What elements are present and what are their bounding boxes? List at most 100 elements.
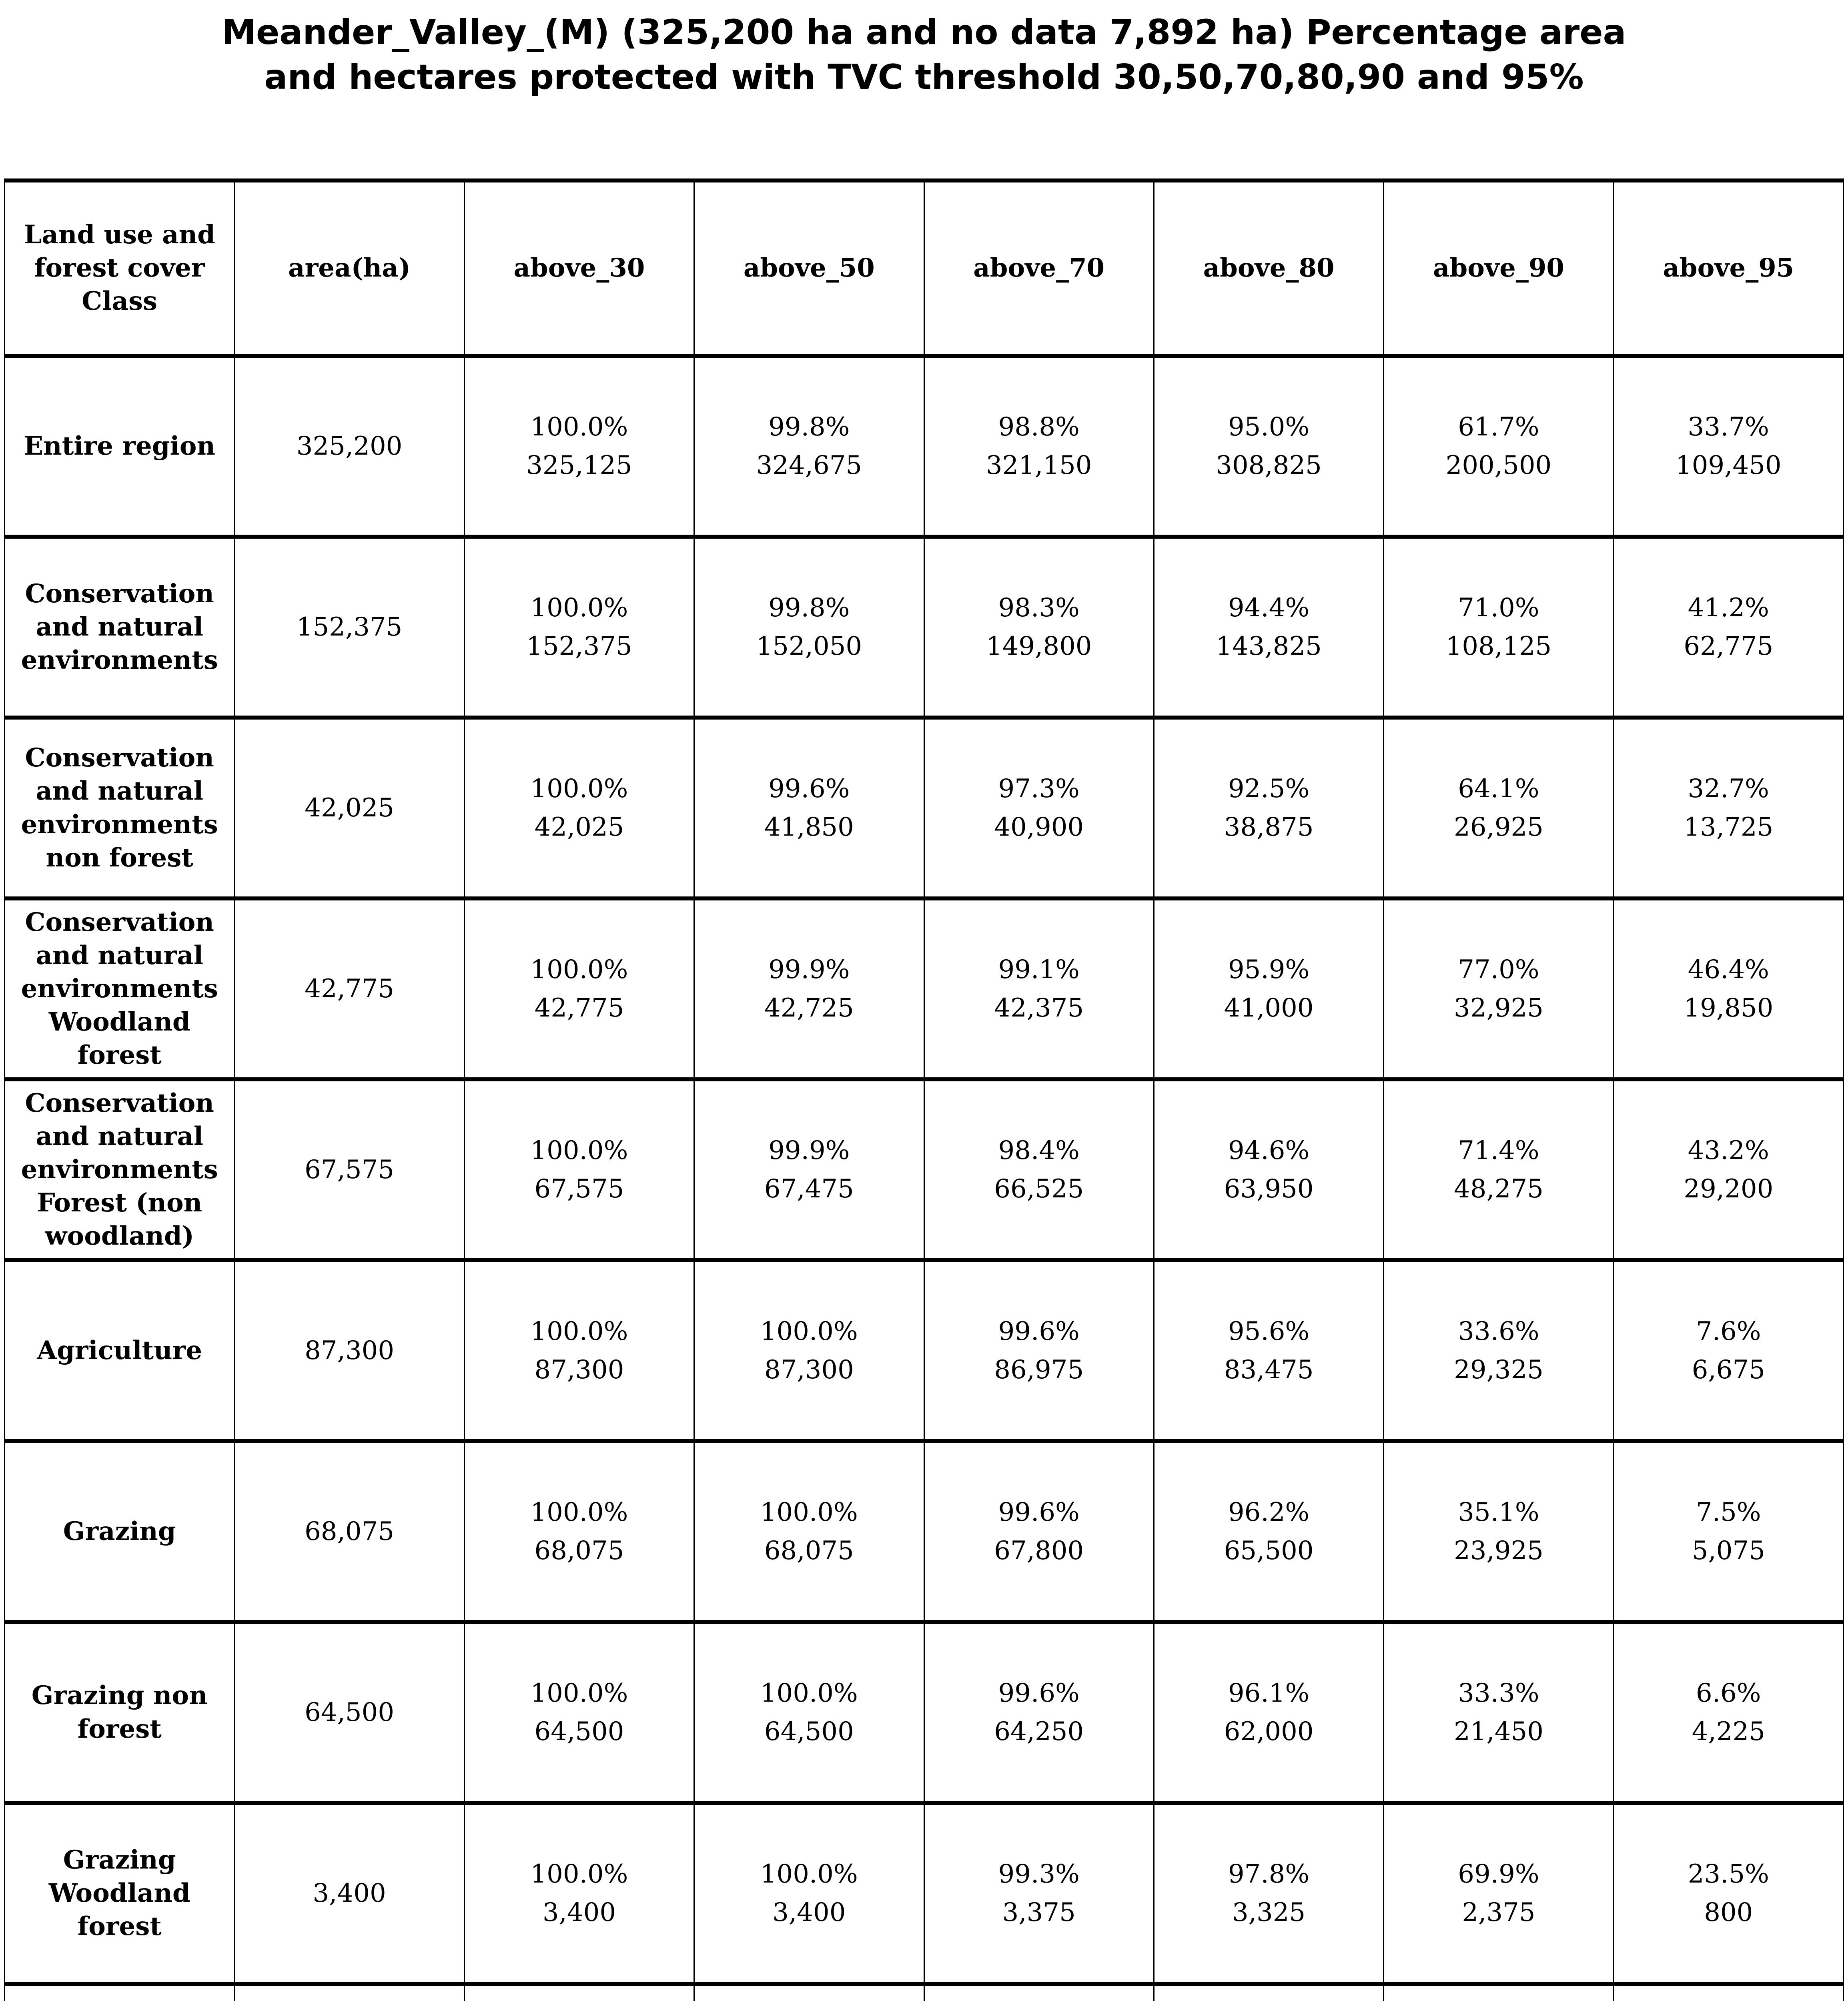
pct-line: 23.5%	[1688, 1859, 1769, 1889]
ha-line: 67,475	[764, 1174, 854, 1204]
value-cell: 23.5% 800	[1613, 1800, 1844, 1986]
value-cell: 100.0% 87,300	[694, 1258, 925, 1443]
area-cell: 42,025	[234, 715, 465, 900]
pct-line: 99.6%	[768, 774, 850, 804]
value-cell: 46.4% 19,850	[1613, 896, 1844, 1081]
value-cell: 100.0% 67,575	[463, 1077, 695, 1262]
pct-line: 94.4%	[1228, 593, 1310, 623]
row-label-cell: Entire region	[4, 353, 235, 539]
pct-line: 97.3%	[998, 774, 1080, 804]
pct-line: 33.3%	[1458, 1678, 1539, 1708]
ha-line: 2,375	[1462, 1897, 1535, 1927]
ha-line: 26,925	[1453, 812, 1543, 842]
pct-line: 99.3%	[998, 1859, 1080, 1889]
ha-line: 32,925	[1453, 993, 1543, 1023]
value-cell: 98.8% 321,150	[923, 353, 1154, 539]
area-cell: 87,300	[234, 1258, 465, 1443]
ha-line: 152,375	[526, 631, 632, 661]
ha-line: 800	[1704, 1897, 1753, 1927]
ha-line: 324,675	[756, 450, 862, 480]
ha-line: 108,125	[1445, 631, 1552, 661]
value-cell: 100.0% 64,500	[463, 1620, 695, 1805]
pct-line: 95.0%	[1228, 412, 1310, 442]
pct-line: 61.7%	[1458, 412, 1539, 442]
table-row: Conservation and natural environments 152…	[4, 534, 1844, 720]
pct-line: 99.6%	[998, 1678, 1080, 1708]
table-row: Conservation and natural environments no…	[4, 715, 1844, 900]
pct-line: 94.6%	[1228, 1135, 1310, 1165]
column-header-above-50: above_50	[694, 178, 925, 358]
ha-line: 5,075	[1692, 1536, 1765, 1566]
page-title-line2: and hectares protected with TVC threshol…	[264, 57, 1584, 97]
pct-line: 43.2%	[1688, 1135, 1769, 1165]
pct-line: 100.0%	[530, 1316, 628, 1346]
value-cell: 100.0% 325,125	[463, 353, 695, 539]
ha-line: 21,450	[1453, 1716, 1543, 1746]
ha-line: 64,500	[534, 1716, 624, 1746]
value-cell: 33.6% 29,325	[1383, 1258, 1614, 1443]
table-row: Conservation and natural environments Wo…	[4, 896, 1844, 1081]
pct-line: 33.7%	[1688, 412, 1769, 442]
ha-line: 42,025	[534, 812, 624, 842]
table-row: Entire region 325,200 100.0% 325,125 99.8% 32…	[4, 353, 1844, 539]
ha-line: 87,300	[534, 1355, 624, 1385]
ha-line: 4,225	[1692, 1716, 1765, 1746]
column-header-area-ha-: area(ha)	[234, 178, 465, 358]
pct-line: 100.0%	[530, 1859, 628, 1889]
pct-line: 100.0%	[530, 774, 628, 804]
row-label-cell: Irrigation	[4, 1981, 235, 2001]
pct-line: 98.8%	[998, 412, 1080, 442]
ha-line: 19,850	[1684, 993, 1774, 1023]
value-cell: 100.0% 64,500	[694, 1620, 925, 1805]
value-cell: 96.1% 62,000	[1153, 1620, 1385, 1805]
value-cell: 93.4%17,350	[1153, 1981, 1385, 2001]
ha-line: 48,275	[1453, 1174, 1543, 1204]
table-body: Entire region 325,200 100.0% 325,125 99.8% 32…	[4, 353, 1844, 2001]
value-cell: 99.9% 42,725	[694, 896, 925, 1081]
ha-line: 42,375	[994, 993, 1084, 1023]
value-cell: 92.5% 38,875	[1153, 715, 1385, 900]
ha-line: 67,575	[534, 1174, 624, 1204]
pct-line: 98.4%	[998, 1135, 1080, 1165]
value-cell: 100.0% 42,025	[463, 715, 695, 900]
area-cell: 3,400	[234, 1800, 465, 1986]
pct-line: 99.9%	[768, 1135, 850, 1165]
pct-line: 99.6%	[998, 1316, 1080, 1346]
ha-line: 23,925	[1453, 1536, 1543, 1566]
table-header: Land use and forest cover Class area(ha) a…	[4, 178, 1844, 358]
ha-line: 321,150	[986, 450, 1092, 480]
pct-line: 32.7%	[1688, 774, 1769, 804]
table-row: Grazing non forest 64,500 100.0% 64,500 100.…	[4, 1620, 1844, 1805]
value-cell: 100.0% 3,400	[463, 1800, 695, 1986]
pct-line: 71.4%	[1458, 1135, 1539, 1165]
ha-line: 64,250	[994, 1716, 1084, 1746]
ha-line: 68,075	[534, 1536, 624, 1566]
pct-line: 100.0%	[530, 954, 628, 984]
value-cell: 99.3% 3,375	[923, 1800, 1154, 1986]
value-cell: 33.7% 109,450	[1613, 353, 1844, 539]
pct-line: 99.1%	[998, 954, 1080, 984]
value-cell: 7.5% 5,075	[1613, 1439, 1844, 1624]
value-cell: 100.0% 3,400	[694, 1800, 925, 1986]
ha-line: 41,850	[764, 812, 854, 842]
row-label-cell: Grazing Woodland forest	[4, 1800, 235, 1986]
row-label-cell: Conservation and natural environments	[4, 534, 235, 720]
pct-line: 95.6%	[1228, 1316, 1310, 1346]
value-cell: 64.1% 26,925	[1383, 715, 1614, 900]
ha-line: 3,325	[1232, 1897, 1306, 1927]
value-cell: 100.0% 42,775	[463, 896, 695, 1081]
pct-line: 100.0%	[760, 1497, 858, 1527]
value-cell: 71.0% 108,125	[1383, 534, 1614, 720]
value-cell: 100.0% 87,300	[463, 1258, 695, 1443]
page-title-line1: Meander_Valley_(M) (325,200 ha and no da…	[222, 12, 1626, 52]
pct-line: 92.5%	[1228, 774, 1310, 804]
column-header-above-30: above_30	[463, 178, 695, 358]
value-cell: 97.3% 40,900	[923, 715, 1154, 900]
row-label-cell: Conservation and natural environments no…	[4, 715, 235, 900]
ha-line: 13,725	[1684, 812, 1774, 842]
pct-line: 100.0%	[530, 1135, 628, 1165]
ha-line: 87,300	[764, 1355, 854, 1385]
value-cell: 100.0%18,575	[694, 1981, 925, 2001]
pct-line: 100.0%	[530, 593, 628, 623]
land-use-tvc-table: Land use and forest cover Class area(ha) a…	[4, 178, 1844, 2001]
